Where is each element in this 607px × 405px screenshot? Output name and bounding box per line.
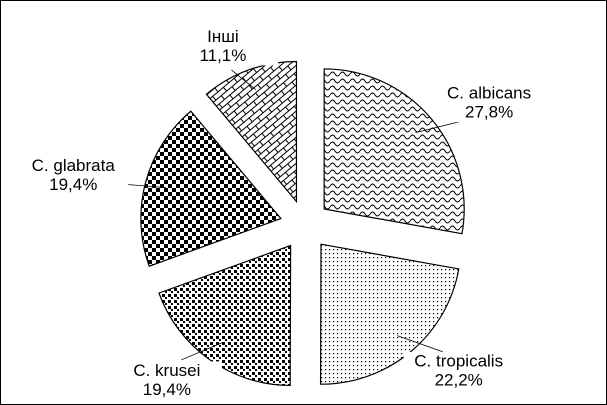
label-bg <box>434 84 545 123</box>
slice-value-label: 11,1% <box>199 46 246 65</box>
label-bg <box>167 27 278 66</box>
leader-line <box>181 342 223 361</box>
label-bg <box>111 361 222 400</box>
pie-slice <box>158 244 292 387</box>
slice-label: C. krusei <box>133 361 200 380</box>
slice-value-label: 19,4% <box>49 175 97 194</box>
pie-slice <box>140 110 282 267</box>
slice-label: C. glabrata <box>32 156 116 175</box>
leader-line <box>397 335 443 353</box>
slice-value-label: 27,8% <box>465 103 513 122</box>
pie-slice <box>205 60 298 204</box>
slice-label: C. albicans <box>447 84 531 103</box>
slice-value-label: 19,4% <box>143 380 191 399</box>
slice-label: Інші <box>207 27 239 46</box>
slice-label: C. tropicalis <box>414 351 503 370</box>
pie-slice <box>319 243 460 385</box>
label-bg <box>18 156 129 195</box>
leader-line <box>231 69 257 90</box>
pie-slice <box>323 68 465 235</box>
label-bg <box>403 351 514 390</box>
slice-value-label: 22,2% <box>435 370 483 389</box>
